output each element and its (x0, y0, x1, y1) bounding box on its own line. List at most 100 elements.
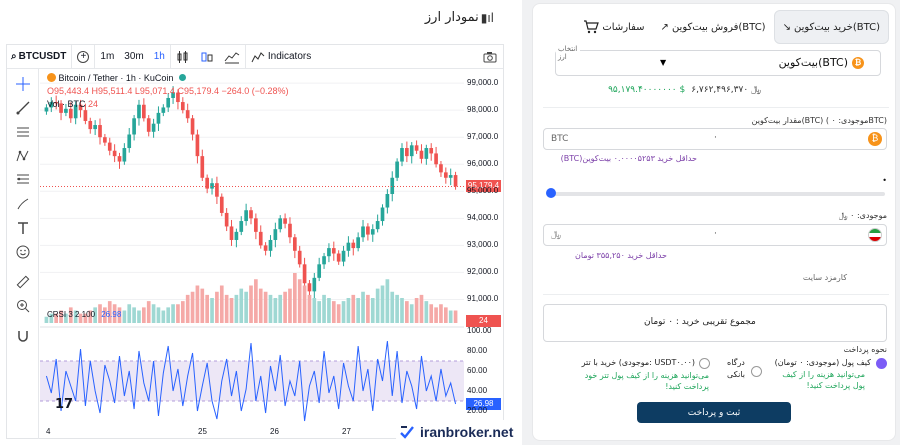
pattern-icon[interactable] (16, 149, 30, 163)
chart-title-text: نمودار ارز (424, 10, 479, 25)
rsi-band (40, 361, 464, 401)
text-tool-icon[interactable] (16, 221, 30, 235)
volume-bar (273, 298, 278, 323)
volume-bar (68, 307, 73, 323)
candle-body (200, 156, 205, 178)
compare-symbol-button[interactable]: + (71, 44, 94, 69)
volume-bar (385, 279, 390, 323)
candle-body (244, 210, 248, 222)
bitcoin-icon (47, 73, 56, 82)
chart-toolbar: ⌕ BTCUSDT + 1m 30m 1h (7, 44, 503, 69)
slider-tick: • (882, 176, 887, 185)
volume-bar (283, 291, 287, 323)
emoji-icon[interactable] (16, 245, 30, 259)
currency-select-value: بیت‌کوین(BTC) ₿ (779, 56, 864, 69)
candle-body (424, 148, 429, 159)
zoom-in-icon[interactable] (16, 299, 30, 313)
rsi-axis-label: 100.00 (467, 326, 492, 335)
price-axis-label: 95,000.0 (467, 186, 499, 196)
candle-body (68, 108, 73, 119)
candle-body (312, 277, 317, 292)
currency-select[interactable]: انتخاب ارز ▼ بیت‌کوین(BTC) ₿ (555, 45, 881, 76)
amount-slider-handle[interactable] (546, 188, 556, 198)
radio-gateway[interactable] (751, 366, 762, 377)
volume-bar (254, 279, 258, 323)
volume-bar (263, 291, 268, 323)
btc-amount-input[interactable]: BTC · ₿ (543, 128, 887, 150)
ruler-icon[interactable] (16, 275, 30, 289)
price-axis[interactable]: 95,179.4 24 26.98 99,000.0 98,000.0 97,000… (464, 69, 503, 437)
plus-circle-icon: + (77, 50, 90, 63)
volume-bar (288, 288, 292, 323)
candle-body (176, 92, 180, 103)
toman-amount-input[interactable]: ﷼ · (543, 224, 887, 246)
candle-body (453, 175, 458, 187)
volume-bar (405, 301, 409, 323)
camera-icon (483, 51, 497, 62)
wallet-option-label: کیف پول (موجودی: ۰ تومان) (774, 358, 871, 367)
volume-bar (215, 291, 219, 323)
volume-bar (395, 294, 399, 323)
snapshot-button[interactable] (478, 45, 503, 69)
candle-body (434, 153, 438, 165)
crosshair-icon[interactable] (16, 77, 30, 91)
volume-bar (234, 294, 239, 323)
legend-volume: Vol · BTC 24 (47, 98, 289, 111)
volume-bar (49, 313, 54, 323)
radio-tether[interactable] (699, 358, 710, 369)
volume-bar (370, 298, 375, 323)
candle-body (54, 102, 59, 104)
volume-bar (322, 294, 326, 323)
candle-body (400, 148, 404, 162)
rsi-legend: CRSI 3 2 100 26.98 (47, 310, 121, 319)
symbol-search-button[interactable]: ⌕ BTCUSDT (7, 45, 71, 69)
volume-bar (190, 291, 195, 323)
radio-wallet[interactable] (876, 358, 887, 369)
candle-body (273, 229, 278, 240)
price-axis-label: 92,000.0 (467, 267, 499, 277)
brush-icon[interactable] (16, 197, 30, 211)
symbol-label: BTCUSDT (18, 51, 67, 62)
fib-icon[interactable] (16, 173, 30, 187)
caret-down-icon: ▼ (660, 58, 667, 67)
tether-option-note: می‌توانید هزینه را از کیف پول تتر خود پر… (584, 371, 709, 391)
tradingview-widget[interactable]: ⌕ BTCUSDT + 1m 30m 1h (6, 44, 504, 439)
area-type-button[interactable] (219, 45, 245, 69)
candle-body (107, 142, 112, 151)
volume-bar (439, 304, 443, 323)
candle-body (229, 226, 234, 240)
tab-orders[interactable]: سفارشات (575, 10, 652, 44)
legend-title-row: Bitcoin / Tether · 1h · KuCoin (47, 72, 289, 85)
submit-pay-button[interactable]: ثبت و پرداخت (637, 402, 791, 423)
time-axis-label: 27 (342, 427, 351, 436)
candle-body (283, 218, 287, 224)
candle-body (117, 156, 122, 162)
candle-body (351, 242, 356, 249)
volume-bar (448, 310, 453, 323)
interval-1m[interactable]: 1m (94, 44, 119, 69)
volume-bar (200, 288, 205, 323)
tab-buy[interactable]: ↘ خرید بیت‌کوین(BTC) (773, 10, 889, 44)
volume-bar (331, 301, 336, 323)
candle-body (190, 118, 195, 135)
time-axis[interactable]: 4 25 26 27 (40, 427, 464, 439)
volume-bar (336, 304, 341, 323)
horizontal-lines-icon[interactable] (16, 125, 30, 139)
interval-label: 1m (100, 51, 115, 62)
volume-bar (375, 288, 380, 323)
chart-type-button[interactable] (195, 45, 219, 69)
magnet-icon[interactable] (16, 329, 30, 343)
tab-sell[interactable]: ↗ فروش بیت‌کوین(BTC) (653, 10, 774, 44)
candle-body (443, 172, 448, 178)
interval-30m[interactable]: 30m (119, 45, 148, 69)
btc-min-amount: حداقل خرید ۰.۰۰۰۰۵۲۵۳ بیت‌کوین(BTC) (560, 154, 697, 163)
trend-line-icon[interactable] (16, 101, 30, 115)
volume-bar (356, 298, 360, 323)
indicators-button[interactable]: Indicators (244, 44, 316, 69)
tradingview-logo[interactable]: 17 (55, 397, 74, 412)
amount-slider[interactable] (547, 192, 885, 196)
chart-plot-area[interactable] (40, 69, 464, 437)
bar-style-button[interactable] (169, 44, 195, 69)
volume-bar (137, 310, 141, 323)
interval-1h[interactable]: 1h (149, 45, 170, 69)
